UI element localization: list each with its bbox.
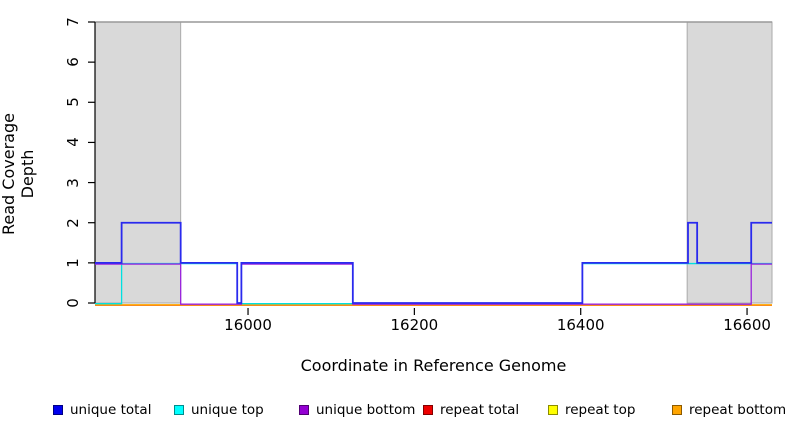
legend-color-chip: [174, 405, 184, 415]
legend-item: unique top: [174, 401, 264, 419]
legend-item: unique bottom: [299, 401, 415, 419]
y-tick-label: 3: [63, 177, 82, 188]
legend-item: repeat bottom: [672, 401, 786, 419]
series-unique-bottom: [95, 263, 772, 305]
legend-label: unique top: [191, 402, 264, 418]
x-axis-title: Coordinate in Reference Genome: [300, 356, 567, 375]
shaded-region: [686, 21, 773, 304]
y-axis-title: Read Coverage Depth: [0, 113, 37, 235]
legend-label: unique bottom: [316, 402, 416, 418]
x-tick-label: 16600: [723, 316, 771, 334]
legend-label: repeat top: [565, 402, 636, 418]
y-tick-label: 7: [63, 17, 82, 27]
legend-color-chip: [672, 405, 682, 415]
series-unique-top: [95, 262, 772, 305]
y-tick-label: 2: [63, 217, 82, 228]
y-tick-label: 0: [63, 298, 82, 308]
legend-label: repeat bottom: [689, 402, 787, 418]
y-tick-label: 4: [63, 137, 82, 148]
x-tick-label: 16200: [390, 316, 439, 334]
legend-item: repeat top: [548, 401, 635, 419]
legend: unique total unique top unique bottom repea…: [0, 401, 792, 421]
legend-color-chip: [53, 405, 63, 415]
y-tick-label: 5: [63, 97, 82, 108]
legend-color-chip: [548, 405, 558, 415]
x-tick-label: 16000: [224, 316, 272, 334]
legend-item: unique total: [53, 401, 151, 419]
shaded-region: [94, 21, 182, 304]
legend-label: unique total: [70, 402, 152, 418]
legend-color-chip: [423, 405, 433, 415]
series-unique-total: [95, 221, 772, 304]
y-tick-label: 6: [63, 57, 82, 67]
legend-label: repeat total: [440, 402, 520, 418]
legend-item: repeat total: [423, 401, 519, 419]
legend-color-chip: [299, 405, 309, 415]
x-tick-label: 16400: [556, 316, 605, 334]
y-tick-label: 1: [63, 258, 82, 268]
